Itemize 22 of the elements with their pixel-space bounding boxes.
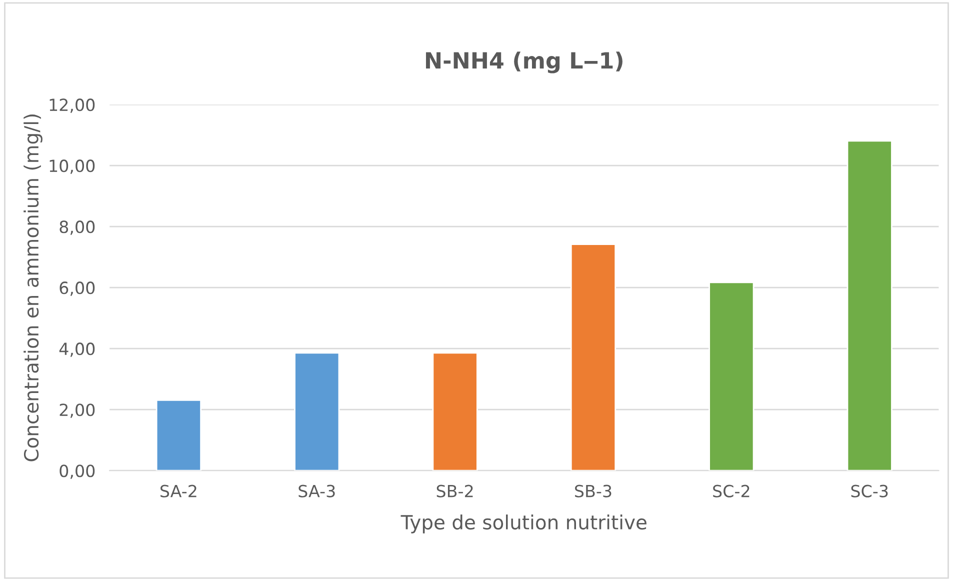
bar (570, 244, 616, 471)
y-tick-label: 4,00 (59, 342, 95, 357)
x-tick-label: SB-2 (436, 484, 473, 498)
x-tick-label: SB-3 (575, 484, 612, 498)
y-axis-title: Concentration en ammonium (mg/l) (24, 114, 42, 462)
y-tick-label: 10,00 (50, 160, 95, 174)
bar (846, 140, 892, 471)
bar (294, 352, 340, 471)
bar (708, 282, 754, 471)
x-tick-label: SC-2 (713, 484, 750, 498)
x-axis-title: Type de solution nutritive (400, 514, 646, 534)
y-tick-label: 2,00 (60, 404, 95, 418)
chart-title: N-NH4 (mg L‒1) (426, 52, 622, 74)
y-tick-label: 8,00 (60, 220, 95, 235)
y-tick-label: 0,00 (60, 464, 95, 479)
y-tick-label: 12,00 (50, 98, 95, 113)
x-tick-label: SA-3 (298, 484, 335, 498)
x-tick-label: SA-2 (160, 484, 196, 498)
bar (156, 399, 202, 471)
bar (432, 352, 478, 471)
x-tick-label: SC-3 (851, 484, 888, 498)
y-tick-label: 6,00 (60, 282, 95, 296)
